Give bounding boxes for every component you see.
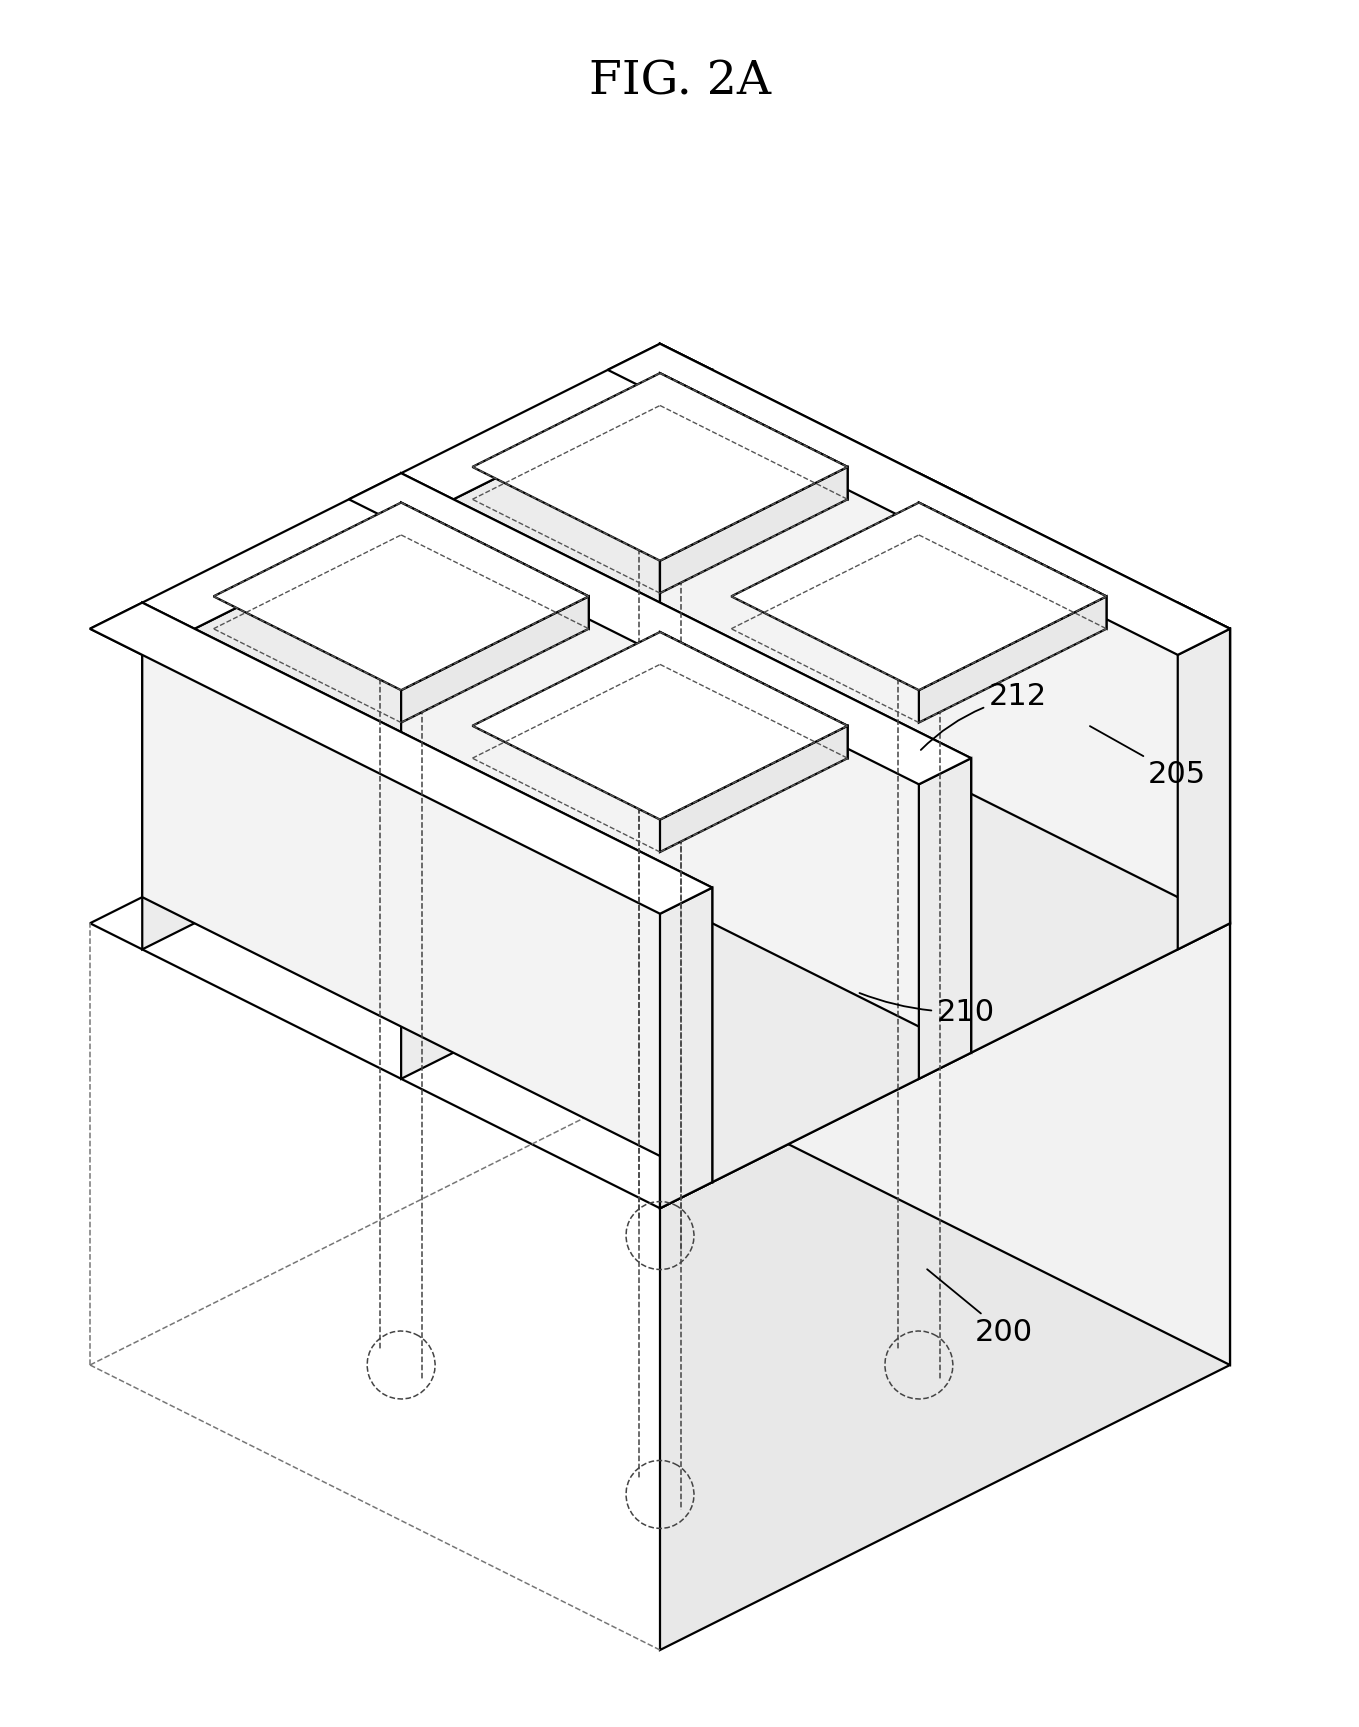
Polygon shape — [660, 466, 848, 592]
Polygon shape — [401, 503, 588, 629]
Text: 200: 200 — [927, 1269, 1033, 1347]
Polygon shape — [90, 603, 712, 914]
Polygon shape — [194, 820, 607, 1026]
Polygon shape — [660, 888, 712, 1209]
Polygon shape — [660, 725, 848, 851]
Polygon shape — [660, 924, 1230, 1649]
Polygon shape — [660, 639, 1230, 1364]
Polygon shape — [607, 344, 1230, 655]
Polygon shape — [607, 603, 1230, 914]
Text: 210: 210 — [859, 993, 995, 1026]
Polygon shape — [919, 596, 1106, 722]
Polygon shape — [143, 370, 712, 950]
Polygon shape — [660, 344, 1230, 924]
Polygon shape — [660, 632, 848, 758]
Polygon shape — [454, 691, 867, 896]
Polygon shape — [401, 596, 588, 722]
Polygon shape — [213, 503, 588, 691]
Polygon shape — [660, 629, 1230, 1209]
Polygon shape — [401, 499, 972, 1079]
Polygon shape — [349, 473, 972, 784]
Polygon shape — [143, 603, 712, 1181]
Polygon shape — [473, 373, 848, 561]
Polygon shape — [712, 820, 1125, 1026]
Polygon shape — [731, 503, 1106, 691]
Text: 212: 212 — [921, 682, 1046, 750]
Polygon shape — [919, 473, 972, 794]
Polygon shape — [454, 950, 867, 1155]
Polygon shape — [473, 632, 848, 820]
Text: 205: 205 — [1090, 725, 1205, 789]
Polygon shape — [90, 344, 712, 655]
Polygon shape — [660, 344, 712, 665]
Text: FIG. 2A: FIG. 2A — [588, 59, 771, 105]
Polygon shape — [349, 473, 972, 784]
Polygon shape — [1178, 603, 1230, 924]
Polygon shape — [660, 373, 848, 499]
Polygon shape — [919, 758, 972, 1079]
Polygon shape — [401, 473, 972, 1053]
Polygon shape — [919, 503, 1106, 629]
Polygon shape — [1178, 629, 1230, 950]
Polygon shape — [90, 639, 1230, 1209]
